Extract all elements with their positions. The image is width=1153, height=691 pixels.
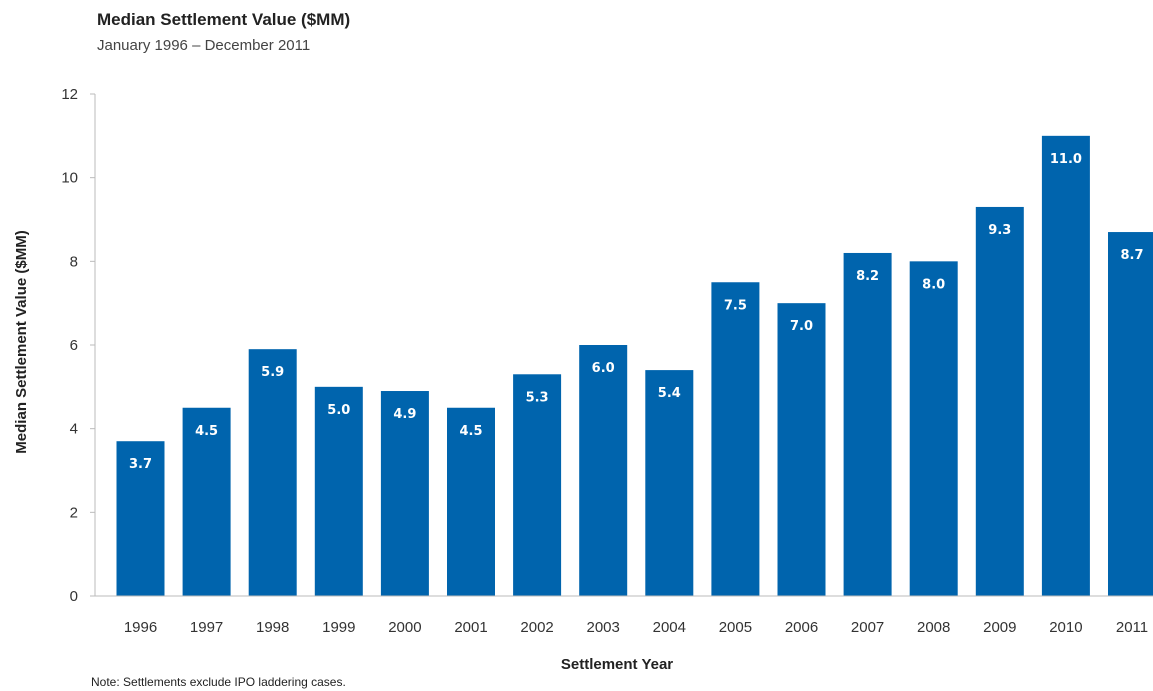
x-tick-label: 2007 xyxy=(851,619,884,636)
bar-value-label: 6.0 xyxy=(592,361,615,376)
bar-2006 xyxy=(777,303,826,596)
bar-value-label: 9.3 xyxy=(988,223,1011,238)
bar-2005 xyxy=(711,282,760,596)
x-tick-label: 2003 xyxy=(587,619,620,636)
x-tick-label: 1998 xyxy=(256,619,289,636)
x-tick-label: 2004 xyxy=(653,619,686,636)
y-tick-label: 8 xyxy=(70,253,78,270)
bar-value-label: 4.9 xyxy=(393,407,416,422)
bar-value-label: 8.7 xyxy=(1120,248,1143,263)
bar-1997 xyxy=(182,407,231,596)
bar-value-label: 5.3 xyxy=(526,390,549,405)
x-axis-title: Settlement Year xyxy=(561,656,673,670)
bar-value-label: 4.5 xyxy=(459,424,482,439)
x-tick-label: 2011 xyxy=(1116,619,1148,636)
bar-2011 xyxy=(1108,232,1153,597)
bar-2003 xyxy=(579,345,628,596)
bar-value-label: 7.5 xyxy=(724,298,747,313)
bar-2010 xyxy=(1041,135,1090,597)
y-tick-label: 12 xyxy=(61,86,78,103)
bar-value-label: 8.0 xyxy=(922,277,945,292)
bar-2008 xyxy=(909,261,958,596)
bar-value-label: 5.4 xyxy=(658,386,681,401)
x-tick-label: 2008 xyxy=(917,619,950,636)
bar-1996 xyxy=(116,441,165,596)
chart-note: Note: Settlements exclude IPO laddering … xyxy=(91,675,346,689)
y-tick-label: 2 xyxy=(70,504,78,521)
bar-value-label: 7.0 xyxy=(790,319,813,334)
bar-value-label: 5.0 xyxy=(327,403,350,418)
bar-2004 xyxy=(645,370,694,596)
x-tick-label: 1997 xyxy=(190,619,223,636)
bar-2009 xyxy=(975,206,1024,596)
x-tick-label: 2009 xyxy=(983,619,1016,636)
bar-1999 xyxy=(314,386,363,596)
x-tick-label: 2002 xyxy=(520,619,553,636)
bar-2007 xyxy=(843,252,892,596)
bar-value-label: 5.9 xyxy=(261,365,284,380)
y-axis-title: Median Settlement Value ($MM) xyxy=(13,230,30,453)
bar-2000 xyxy=(380,391,429,596)
x-tick-label: 1996 xyxy=(124,619,157,636)
x-tick-label: 2006 xyxy=(785,619,818,636)
x-tick-label: 2001 xyxy=(454,619,487,636)
bar-1998 xyxy=(248,349,297,596)
x-tick-label: 2010 xyxy=(1049,619,1082,636)
y-tick-label: 0 xyxy=(70,588,78,605)
bars: 3.7 4.5 5.9 5.0 4.9 4.5 5.3 6.0 5.4 7.5 7.0 8.2 8.0 9… xyxy=(116,135,1153,597)
bar-value-label: 11.0 xyxy=(1050,152,1082,167)
y-axis: 0 2 4 6 8 10 12 xyxy=(61,86,96,605)
bar-value-label: 4.5 xyxy=(195,424,218,439)
x-axis: 1996 1997 1998 1999 2000 2001 2002 2003 2004 2005… xyxy=(95,595,1153,636)
x-tick-label: 2000 xyxy=(388,619,421,636)
y-tick-label: 10 xyxy=(61,170,78,187)
chart-subtitle: January 1996 – December 2011 xyxy=(97,37,311,54)
chart-title: Median Settlement Value ($MM) xyxy=(97,10,351,29)
y-tick-label: 4 xyxy=(70,421,78,438)
bar-value-label: 3.7 xyxy=(129,457,152,472)
bar-value-label: 8.2 xyxy=(856,269,879,284)
y-tick-label: 6 xyxy=(70,337,78,354)
bar-chart: 0 2 4 6 8 10 12 3.7 4.5 5.9 5.0 4.9 4.5 5.3 6.0 5.4 7.5… xyxy=(13,86,1153,670)
x-tick-label: 2005 xyxy=(719,619,752,636)
x-tick-label: 1999 xyxy=(322,619,355,636)
bar-2002 xyxy=(513,374,562,596)
bar-2001 xyxy=(447,407,495,596)
